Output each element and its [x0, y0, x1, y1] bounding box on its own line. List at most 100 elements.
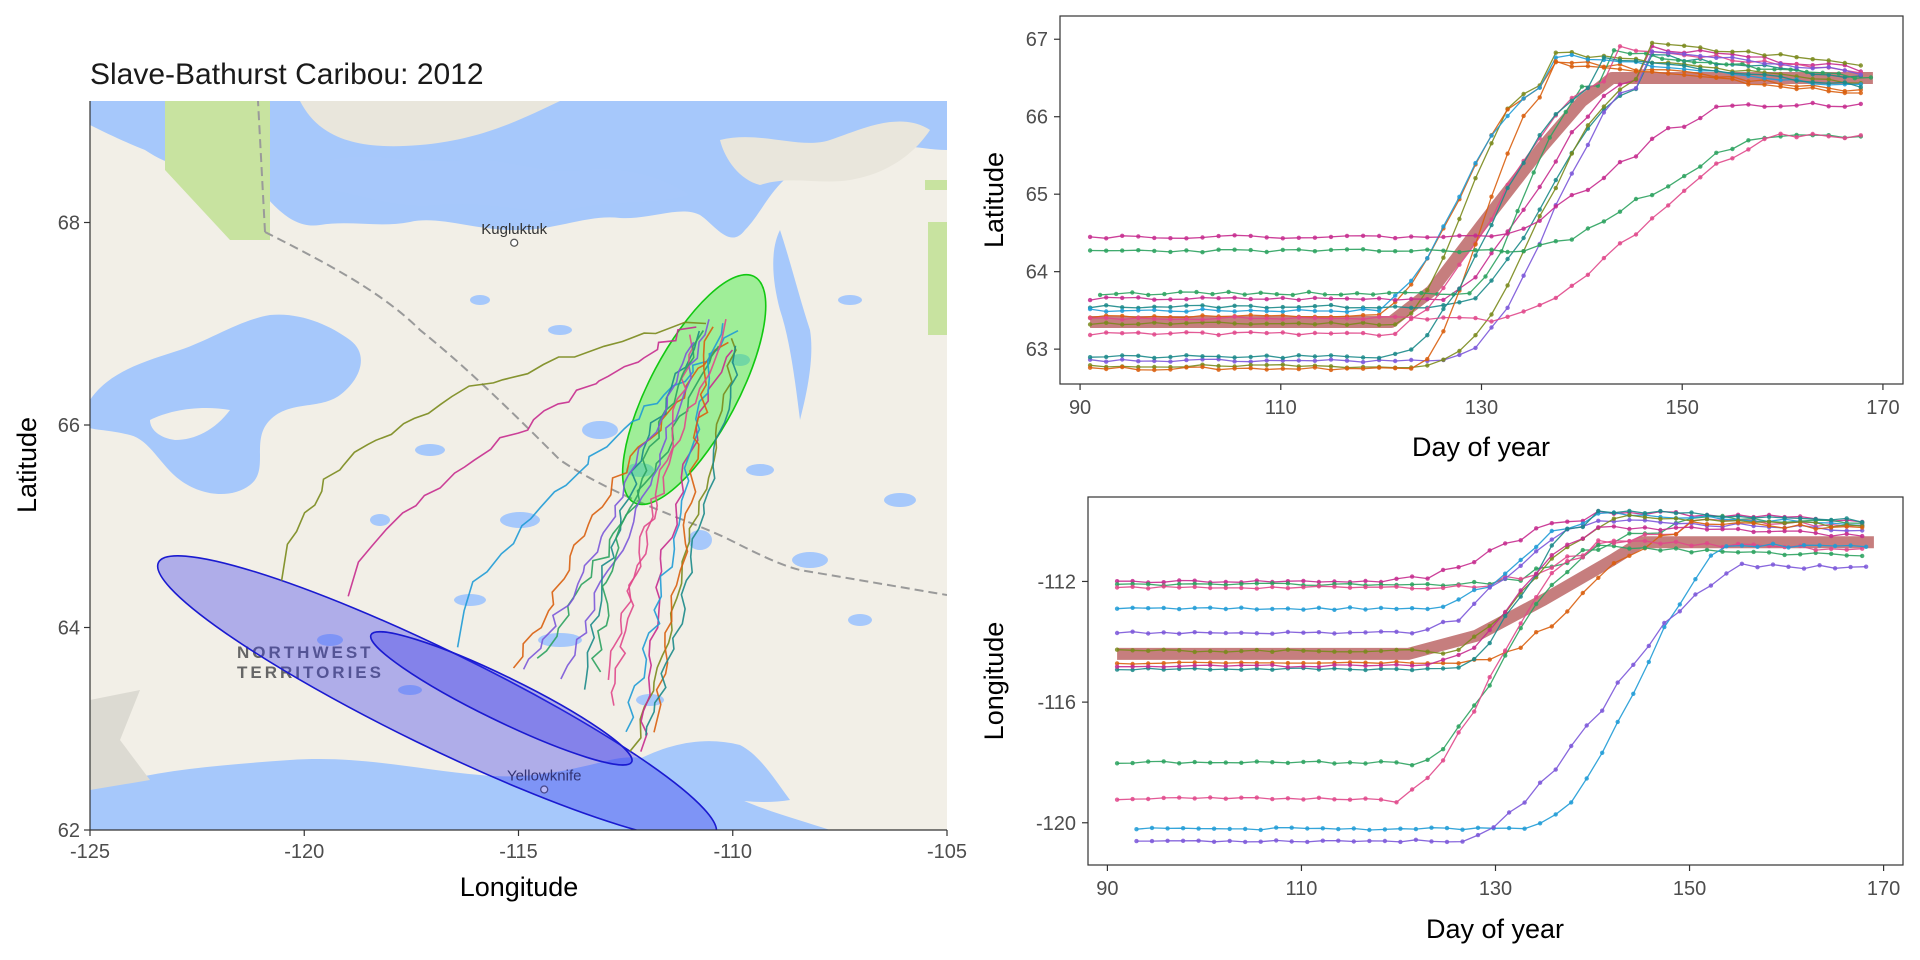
series-point	[1863, 544, 1869, 549]
series-point	[1858, 63, 1864, 68]
series-point	[1649, 136, 1655, 141]
series-point	[1347, 605, 1353, 610]
series-point	[1136, 234, 1141, 239]
series-point	[1549, 543, 1555, 548]
series-point	[1553, 59, 1559, 64]
series-group	[1134, 561, 1869, 845]
series-point	[1328, 247, 1334, 253]
series-point	[1274, 825, 1279, 830]
series-point	[1161, 664, 1166, 670]
series-point	[1254, 586, 1260, 591]
series-point	[1332, 649, 1337, 654]
series-point	[1208, 795, 1213, 800]
series-point	[1248, 316, 1253, 321]
series-point	[1569, 64, 1575, 69]
map-overlays	[156, 273, 767, 830]
series-point	[1689, 525, 1694, 530]
series-point	[1714, 104, 1719, 109]
series-point	[1393, 322, 1398, 327]
series-point	[1409, 586, 1415, 591]
series-point	[1344, 358, 1350, 363]
series-point	[1666, 71, 1671, 76]
series-point	[1254, 647, 1260, 653]
series-point	[1682, 52, 1687, 57]
series-point	[1569, 237, 1575, 242]
series-point	[1735, 526, 1741, 532]
series-point	[1585, 272, 1591, 277]
series-point	[1177, 761, 1182, 766]
series-point	[1553, 50, 1559, 55]
y-tick-label: -116	[1037, 692, 1076, 714]
series-point	[1549, 570, 1555, 576]
series-point	[1393, 304, 1398, 309]
series-point	[1682, 66, 1687, 72]
y-tick-label: 66	[1026, 107, 1048, 129]
series-point	[1360, 359, 1366, 365]
series-point	[1104, 309, 1109, 314]
series-point	[1087, 297, 1093, 303]
series-point	[1666, 184, 1671, 189]
series-point	[1114, 585, 1120, 590]
series-point	[1615, 680, 1620, 685]
series-point	[1487, 585, 1492, 590]
series-point	[1505, 113, 1510, 119]
series-point	[1826, 81, 1831, 86]
y-tick-label: 67	[1026, 29, 1048, 51]
map-axes: -125 -120 -115 -110 -105 62 64 66 68	[58, 101, 967, 863]
series-point	[1425, 662, 1430, 667]
series-point	[1472, 645, 1477, 650]
series-point	[1248, 359, 1253, 364]
series-point	[1826, 85, 1831, 91]
series-point	[1649, 69, 1655, 75]
series-point	[1565, 569, 1570, 575]
series-point	[1363, 630, 1368, 635]
series-point	[1192, 759, 1197, 765]
series-point	[1565, 542, 1570, 547]
series-point	[1826, 77, 1831, 82]
series-point	[1467, 291, 1472, 296]
series-point	[1794, 86, 1799, 92]
series-point	[1168, 304, 1173, 310]
series-point	[1503, 571, 1508, 576]
series-group	[1114, 543, 1865, 768]
winter-range-inner-ellipse	[369, 631, 633, 766]
series-point	[1168, 236, 1173, 241]
series-group	[1087, 59, 1864, 373]
series-point	[1766, 529, 1772, 534]
series-point	[1316, 759, 1322, 764]
series-point	[1689, 510, 1694, 515]
series-point	[1120, 353, 1125, 358]
y-tick-label: -112	[1037, 571, 1076, 593]
series-point	[1120, 364, 1125, 370]
series-point	[1633, 76, 1639, 82]
caribou-track	[653, 326, 714, 733]
series-point	[1553, 112, 1559, 117]
series-point	[1676, 58, 1681, 63]
series-point	[1398, 826, 1403, 831]
series-point	[1296, 358, 1302, 363]
series-point	[1627, 546, 1632, 551]
series-point	[1104, 359, 1109, 364]
series-point	[1601, 219, 1607, 224]
series-point	[1473, 253, 1478, 258]
series-point	[1617, 91, 1623, 96]
series-point	[1627, 508, 1632, 514]
series-point	[1296, 297, 1302, 303]
series-point	[1232, 295, 1237, 300]
series-point	[1646, 643, 1652, 649]
series-point	[1505, 249, 1510, 255]
map-y-tick-label: 62	[58, 820, 80, 842]
series-point	[1184, 303, 1189, 308]
series-point	[1184, 316, 1189, 322]
series-point	[1518, 621, 1523, 626]
series-point	[1518, 588, 1523, 593]
series-point	[1328, 320, 1334, 325]
series-point	[1473, 275, 1478, 280]
series-point	[1751, 549, 1756, 555]
series-point	[1087, 355, 1093, 360]
y-tick-label: 63	[1026, 339, 1048, 361]
series-point	[1097, 292, 1103, 298]
series-point	[1347, 649, 1353, 654]
caribou-track	[522, 341, 695, 670]
series-point	[1798, 528, 1803, 534]
